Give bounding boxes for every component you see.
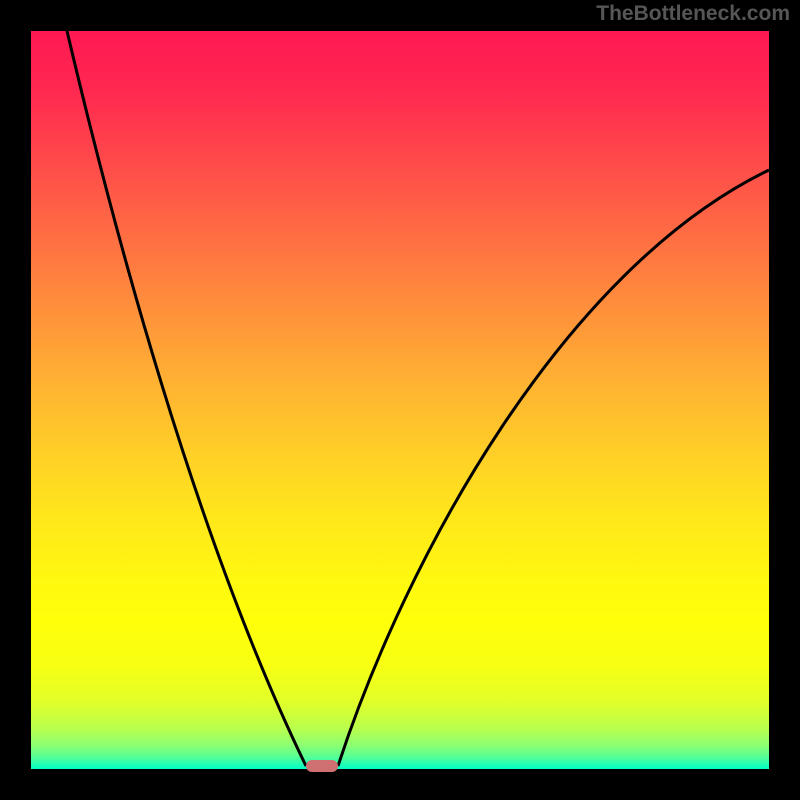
bottleneck-curve xyxy=(67,31,306,766)
min-marker xyxy=(306,760,338,772)
curve-overlay xyxy=(0,0,800,800)
bottleneck-curve xyxy=(338,170,769,766)
chart-container: TheBottleneck.com xyxy=(0,0,800,800)
